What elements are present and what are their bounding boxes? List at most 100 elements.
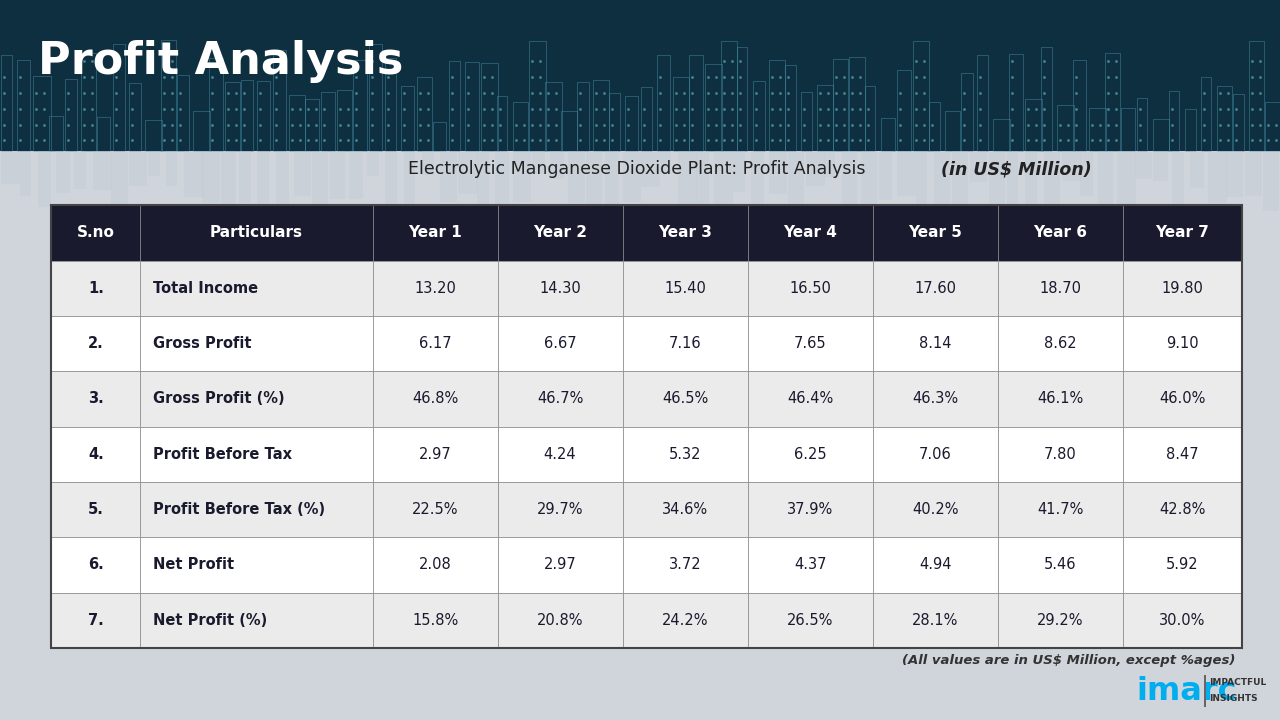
Text: Year 3: Year 3: [658, 225, 712, 240]
Bar: [348, 151, 364, 199]
Text: 6.25: 6.25: [794, 447, 827, 462]
Bar: [658, 55, 671, 151]
Bar: [622, 205, 748, 261]
Bar: [1098, 151, 1112, 211]
Bar: [372, 482, 498, 537]
Bar: [111, 151, 128, 229]
Bar: [239, 151, 251, 203]
Bar: [873, 426, 997, 482]
Bar: [321, 92, 334, 151]
Bar: [1043, 151, 1060, 222]
Bar: [623, 151, 641, 202]
Bar: [818, 86, 833, 151]
Bar: [1249, 41, 1263, 151]
Bar: [1123, 372, 1242, 426]
Bar: [1135, 151, 1152, 179]
Text: Electrolytic Manganese Dioxide Plant: Profit Analysis: Electrolytic Manganese Dioxide Plant: Pr…: [408, 161, 872, 179]
Bar: [689, 55, 703, 151]
Text: 2.97: 2.97: [544, 557, 576, 572]
Text: 7.06: 7.06: [919, 447, 951, 462]
Bar: [622, 537, 748, 593]
Bar: [696, 151, 709, 208]
Bar: [873, 372, 997, 426]
Text: 2.: 2.: [88, 336, 104, 351]
Bar: [806, 151, 824, 186]
Bar: [1138, 98, 1147, 151]
Bar: [372, 372, 498, 426]
Bar: [946, 111, 960, 151]
Bar: [604, 151, 620, 212]
Bar: [622, 261, 748, 316]
Text: 46.8%: 46.8%: [412, 392, 458, 406]
Text: 2.97: 2.97: [419, 447, 452, 462]
Bar: [873, 261, 997, 316]
Text: 46.5%: 46.5%: [662, 392, 708, 406]
Bar: [622, 372, 748, 426]
Text: 7.: 7.: [88, 613, 104, 628]
Text: 7.80: 7.80: [1043, 447, 1076, 462]
Text: Year 7: Year 7: [1155, 225, 1210, 240]
Bar: [748, 537, 873, 593]
Text: 8.62: 8.62: [1043, 336, 1076, 351]
Text: 15.8%: 15.8%: [412, 613, 458, 628]
Text: 13.20: 13.20: [415, 281, 456, 296]
Bar: [1204, 675, 1206, 707]
Bar: [997, 537, 1123, 593]
Text: 14.30: 14.30: [539, 281, 581, 296]
Text: 6.67: 6.67: [544, 336, 576, 351]
Text: 1.: 1.: [88, 281, 104, 296]
Bar: [184, 151, 204, 197]
Bar: [833, 60, 847, 151]
Bar: [385, 58, 397, 151]
Bar: [161, 40, 175, 151]
Bar: [545, 81, 562, 151]
Bar: [19, 151, 31, 197]
Bar: [440, 151, 457, 202]
Bar: [38, 151, 51, 207]
Bar: [369, 44, 383, 151]
Text: 26.5%: 26.5%: [787, 613, 833, 628]
Bar: [458, 151, 477, 194]
Bar: [748, 372, 873, 426]
Bar: [372, 426, 498, 482]
Bar: [997, 372, 1123, 426]
Bar: [51, 372, 141, 426]
Bar: [897, 151, 916, 197]
Bar: [842, 151, 858, 205]
Text: Gross Profit (%): Gross Profit (%): [154, 392, 285, 406]
Bar: [748, 482, 873, 537]
Text: 42.8%: 42.8%: [1158, 502, 1206, 517]
Bar: [914, 41, 929, 151]
Text: 3.: 3.: [88, 392, 104, 406]
Bar: [422, 151, 434, 175]
Bar: [372, 316, 498, 372]
Bar: [929, 102, 940, 151]
Bar: [659, 151, 672, 174]
Bar: [934, 151, 950, 235]
Text: 5.: 5.: [88, 502, 104, 517]
Bar: [732, 151, 745, 192]
Bar: [1201, 77, 1211, 151]
Bar: [481, 63, 498, 151]
Text: 3.72: 3.72: [668, 557, 701, 572]
Bar: [1025, 151, 1037, 207]
Text: 6.17: 6.17: [419, 336, 452, 351]
Bar: [769, 60, 785, 151]
Text: 34.6%: 34.6%: [662, 502, 708, 517]
Bar: [622, 426, 748, 482]
Bar: [51, 426, 141, 482]
Bar: [498, 537, 622, 593]
Bar: [988, 151, 1006, 208]
Bar: [1062, 151, 1080, 181]
Bar: [498, 372, 622, 426]
Bar: [141, 537, 372, 593]
Bar: [330, 151, 344, 199]
Bar: [147, 151, 160, 176]
Bar: [220, 151, 236, 234]
Bar: [51, 482, 141, 537]
Bar: [1073, 60, 1087, 151]
Text: 24.2%: 24.2%: [662, 613, 708, 628]
Bar: [1265, 102, 1280, 151]
Text: 4.24: 4.24: [544, 447, 576, 462]
Bar: [141, 205, 372, 261]
